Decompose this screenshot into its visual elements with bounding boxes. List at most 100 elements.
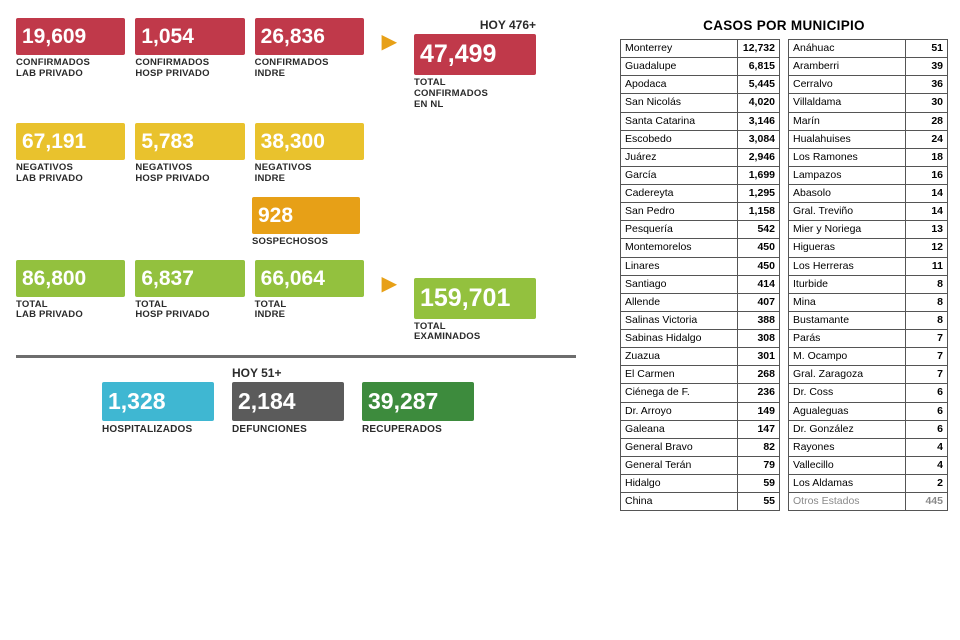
label-conf-total: TOTALCONFIRMADOSEN NL bbox=[414, 78, 536, 111]
muni-count: 82 bbox=[738, 438, 780, 456]
muni-count: 13 bbox=[906, 221, 948, 239]
muni-name: Abasolo bbox=[789, 185, 906, 203]
table-row: Salinas Victoria388 bbox=[621, 311, 780, 329]
row-bottom: 1,328 HOSPITALIZADOS HOY 51+ 2,184 DEFUN… bbox=[16, 366, 606, 436]
muni-name: Apodaca bbox=[621, 76, 738, 94]
muni-name: Cadereyta bbox=[621, 185, 738, 203]
row-totales: 86,800 TOTALLAB PRIVADO 6,837 TOTALHOSP … bbox=[16, 260, 606, 344]
muni-name: Hualahuises bbox=[789, 130, 906, 148]
label-neg-indre: NEGATIVOSINDRE bbox=[255, 163, 364, 185]
value-tot-examinados: 159,701 bbox=[414, 278, 536, 319]
table-row: Parás7 bbox=[789, 330, 948, 348]
table-row: García1,699 bbox=[621, 166, 780, 184]
muni-count: 1,295 bbox=[738, 185, 780, 203]
value-conf-indre: 26,836 bbox=[255, 18, 364, 55]
table-row: Gral. Treviño14 bbox=[789, 203, 948, 221]
table-row: Apodaca5,445 bbox=[621, 76, 780, 94]
muni-count: 3,146 bbox=[738, 112, 780, 130]
value-hospitalizados: 1,328 bbox=[102, 382, 214, 421]
muni-name: Salinas Victoria bbox=[621, 311, 738, 329]
municipios-title: CASOS POR MUNICIPIO bbox=[620, 18, 948, 33]
muni-count: 6 bbox=[906, 420, 948, 438]
table-row: Vallecillo4 bbox=[789, 456, 948, 474]
muni-name: Galeana bbox=[621, 420, 738, 438]
muni-name: Dr. Arroyo bbox=[621, 402, 738, 420]
municipios-table-right: Anáhuac51Aramberri39Cerralvo36Villaldama… bbox=[788, 39, 948, 511]
muni-count: 8 bbox=[906, 275, 948, 293]
table-row: Ciénega de F.236 bbox=[621, 384, 780, 402]
stat-conf-indre: 26,836 CONFIRMADOSINDRE bbox=[255, 18, 364, 80]
value-tot-hosp: 6,837 bbox=[135, 260, 244, 297]
muni-name: Sabinas Hidalgo bbox=[621, 330, 738, 348]
muni-name: San Pedro bbox=[621, 203, 738, 221]
value-conf-hosp: 1,054 bbox=[135, 18, 244, 55]
muni-count: 450 bbox=[738, 239, 780, 257]
muni-name: Linares bbox=[621, 257, 738, 275]
muni-name: Los Aldamas bbox=[789, 475, 906, 493]
muni-name: Agualeguas bbox=[789, 402, 906, 420]
muni-count: 2,946 bbox=[738, 148, 780, 166]
muni-count: 236 bbox=[738, 384, 780, 402]
table-row: Hidalgo59 bbox=[621, 475, 780, 493]
muni-name: Guadalupe bbox=[621, 58, 738, 76]
stat-tot-lab: 86,800 TOTALLAB PRIVADO bbox=[16, 260, 125, 322]
table-row: Linares450 bbox=[621, 257, 780, 275]
table-row: Los Aldamas2 bbox=[789, 475, 948, 493]
label-hoy-def: HOY 51+ bbox=[232, 366, 281, 380]
stat-neg-hosp: 5,783 NEGATIVOSHOSP PRIVADO bbox=[135, 123, 244, 185]
muni-count: 450 bbox=[738, 257, 780, 275]
table-row: Los Herreras11 bbox=[789, 257, 948, 275]
label-conf-lab: CONFIRMADOSLAB PRIVADO bbox=[16, 58, 125, 80]
table-row: San Nicolás4,020 bbox=[621, 94, 780, 112]
label-hospitalizados: HOSPITALIZADOS bbox=[102, 424, 192, 436]
muni-name: Juárez bbox=[621, 148, 738, 166]
value-sospechosos: 928 bbox=[252, 197, 360, 234]
table-row: Sabinas Hidalgo308 bbox=[621, 330, 780, 348]
muni-count: 59 bbox=[738, 475, 780, 493]
label-neg-hosp: NEGATIVOSHOSP PRIVADO bbox=[135, 163, 244, 185]
table-row: Cerralvo36 bbox=[789, 76, 948, 94]
muni-count: 30 bbox=[906, 94, 948, 112]
table-row: Mina8 bbox=[789, 293, 948, 311]
table-row: Galeana147 bbox=[621, 420, 780, 438]
municipios-table-left: Monterrey12,732Guadalupe6,815Apodaca5,44… bbox=[620, 39, 780, 511]
muni-count: 308 bbox=[738, 330, 780, 348]
muni-count: 268 bbox=[738, 366, 780, 384]
municipios-panel: CASOS POR MUNICIPIO Monterrey12,732Guada… bbox=[620, 18, 948, 622]
muni-count: 12,732 bbox=[738, 40, 780, 58]
row-confirmados: 19,609 CONFIRMADOSLAB PRIVADO 1,054 CONF… bbox=[16, 18, 606, 111]
muni-count: 301 bbox=[738, 348, 780, 366]
table-row: Zuazua301 bbox=[621, 348, 780, 366]
muni-count: 407 bbox=[738, 293, 780, 311]
muni-count: 4 bbox=[906, 456, 948, 474]
muni-name: Anáhuac bbox=[789, 40, 906, 58]
table-row: Santa Catarina3,146 bbox=[621, 112, 780, 130]
stat-tot-indre: 66,064 TOTALINDRE bbox=[255, 260, 364, 322]
muni-name: Vallecillo bbox=[789, 456, 906, 474]
muni-name: Otros Estados bbox=[789, 493, 906, 511]
table-row: General Bravo82 bbox=[621, 438, 780, 456]
muni-name: Rayones bbox=[789, 438, 906, 456]
stat-neg-lab: 67,191 NEGATIVOSLAB PRIVADO bbox=[16, 123, 125, 185]
muni-name: Los Herreras bbox=[789, 257, 906, 275]
table-row: Marín28 bbox=[789, 112, 948, 130]
stat-tot-examinados: 159,701 TOTALEXAMINADOS bbox=[414, 260, 536, 344]
label-sospechosos: SOSPECHOSOS bbox=[252, 237, 360, 248]
label-tot-indre: TOTALINDRE bbox=[255, 300, 364, 322]
muni-count: 11 bbox=[906, 257, 948, 275]
muni-count: 12 bbox=[906, 239, 948, 257]
table-row: Pesquería542 bbox=[621, 221, 780, 239]
label-tot-hosp: TOTALHOSP PRIVADO bbox=[135, 300, 244, 322]
muni-name: Gral. Treviño bbox=[789, 203, 906, 221]
table-row: M. Ocampo7 bbox=[789, 348, 948, 366]
muni-count: 4 bbox=[906, 438, 948, 456]
table-row: Dr. González6 bbox=[789, 420, 948, 438]
table-row: Abasolo14 bbox=[789, 185, 948, 203]
muni-count: 14 bbox=[906, 185, 948, 203]
muni-count: 3,084 bbox=[738, 130, 780, 148]
row-negativos: 67,191 NEGATIVOSLAB PRIVADO 5,783 NEGATI… bbox=[16, 123, 606, 185]
table-row: Allende407 bbox=[621, 293, 780, 311]
stat-recuperados: 39,287 RECUPERADOS bbox=[362, 366, 474, 436]
table-row: Montemorelos450 bbox=[621, 239, 780, 257]
label-conf-indre: CONFIRMADOSINDRE bbox=[255, 58, 364, 80]
